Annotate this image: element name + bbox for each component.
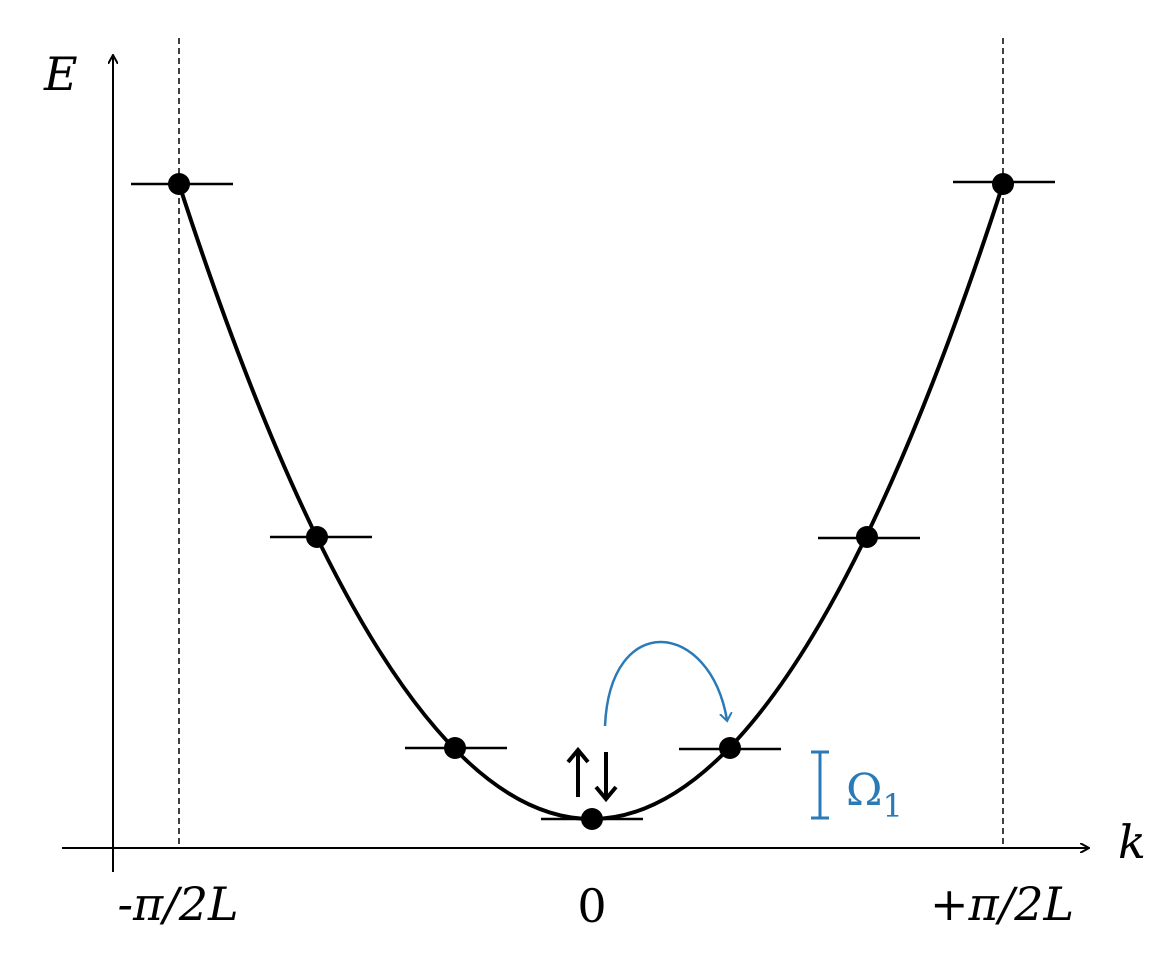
hop-arrow xyxy=(603,640,727,727)
dispersion-curve xyxy=(177,183,1005,821)
gap-bracket xyxy=(811,750,829,820)
y-axis-label: E xyxy=(43,47,78,101)
gap-symbol: Ω1 xyxy=(846,765,903,825)
tick-label: +π/2L xyxy=(930,877,1074,931)
tick-label: -π/2L xyxy=(117,877,238,931)
gap-symbol-text: Ω xyxy=(846,765,882,816)
spin-arrows xyxy=(566,746,618,803)
x-axis-label: k xyxy=(1118,815,1146,869)
gap-subscript: 1 xyxy=(882,787,902,825)
tick-label: 0 xyxy=(577,879,606,933)
states xyxy=(168,173,1014,830)
energy-levels xyxy=(131,180,1055,821)
